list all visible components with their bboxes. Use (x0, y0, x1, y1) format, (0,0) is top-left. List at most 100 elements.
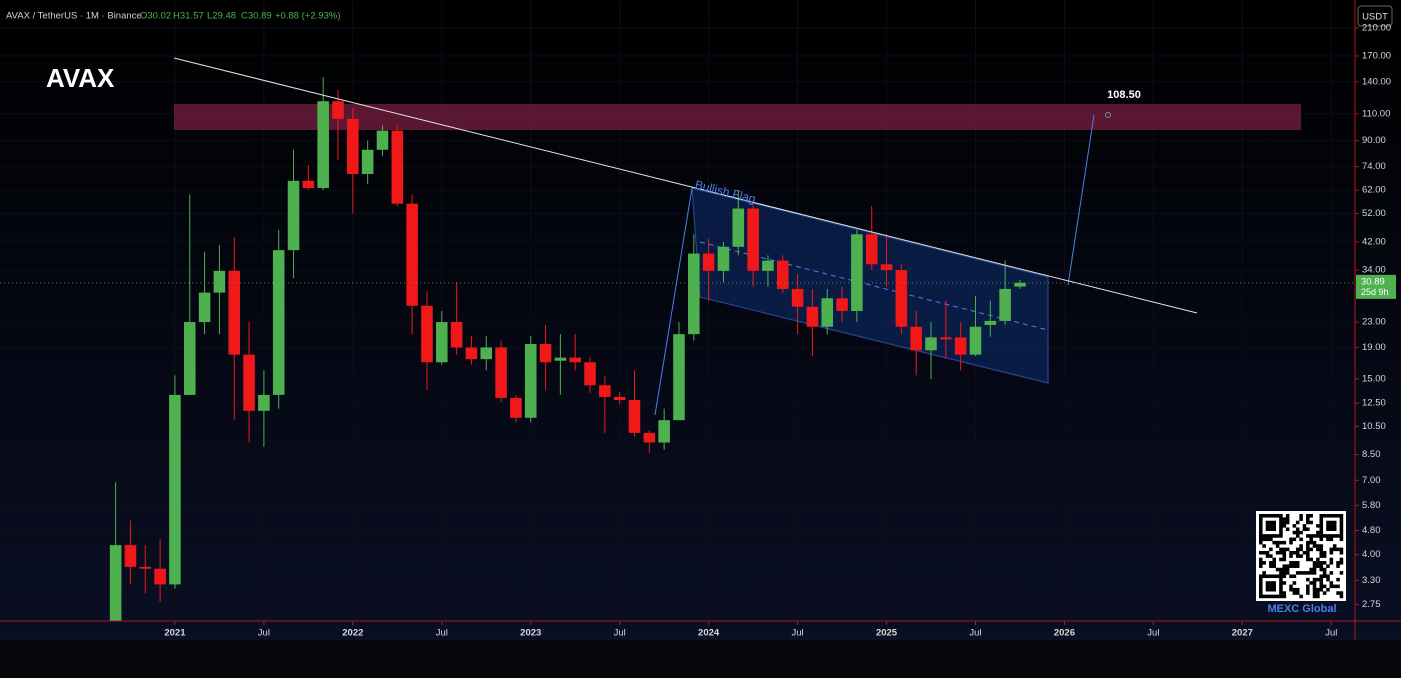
currency-button[interactable] (1357, 5, 1393, 27)
qr-module (1269, 527, 1273, 531)
qr-module (1285, 571, 1290, 575)
watermark: MEXC Global (1267, 603, 1336, 615)
candle-body (524, 344, 537, 418)
qr-module (1329, 547, 1334, 552)
qr-module (1319, 577, 1324, 582)
bottom-strip (0, 640, 1401, 678)
qr-module (1279, 550, 1283, 555)
qr-module (1262, 561, 1266, 565)
qr-module (1339, 571, 1344, 575)
qr-module (1329, 514, 1334, 518)
qr-module (1282, 571, 1287, 575)
qr-module (1316, 587, 1320, 592)
qr-module (1259, 584, 1263, 589)
qr-module (1329, 561, 1334, 565)
qr-module (1282, 564, 1287, 568)
qr-module (1269, 594, 1273, 599)
qr-module (1265, 584, 1270, 589)
qr-module (1326, 574, 1330, 579)
qr-module (1326, 514, 1330, 518)
qr-module (1292, 591, 1297, 595)
resistance-zone (174, 104, 1301, 130)
y-tick-label: 4.80 (1362, 525, 1381, 536)
qr-module (1329, 537, 1334, 542)
candle-body (851, 234, 863, 311)
candle-body (480, 347, 493, 360)
qr-module (1262, 550, 1266, 555)
last-price-box (1356, 274, 1396, 299)
y-tick-label: 8.50 (1362, 449, 1381, 460)
qr-module (1259, 520, 1263, 525)
candle-body (821, 298, 834, 327)
qr-module (1289, 584, 1293, 589)
qr-module (1306, 527, 1310, 531)
last-price-label: 30.89 (1361, 276, 1385, 287)
qr-module (1312, 594, 1317, 599)
qr-module (1279, 520, 1283, 525)
qr-module (1265, 554, 1270, 558)
y-tick-label: 74.00 (1362, 161, 1386, 172)
candle-body (702, 253, 715, 271)
y-tick-label: 19.00 (1362, 342, 1386, 353)
qr-module (1292, 587, 1297, 592)
qr-module (1259, 587, 1263, 592)
currency[interactable]: USDT (1362, 12, 1388, 23)
qr-module (1295, 571, 1300, 575)
qr-module (1259, 524, 1263, 528)
qr-module (1285, 567, 1290, 572)
candle-body (287, 180, 300, 251)
qr-module (1292, 524, 1297, 528)
candle-body (940, 337, 952, 340)
candle-body (436, 322, 448, 363)
qr-module (1279, 577, 1283, 582)
qr-module (1336, 514, 1340, 518)
target-point (1105, 112, 1111, 118)
candle-body (302, 180, 315, 189)
qr-module (1279, 574, 1283, 579)
candle-body (628, 400, 641, 433)
candle-body (865, 234, 878, 265)
qr-code (1256, 511, 1346, 601)
qr-module (1339, 537, 1344, 542)
qr-module (1269, 520, 1273, 525)
qr-module (1329, 581, 1334, 585)
qr-module (1269, 581, 1273, 585)
qr-module (1282, 574, 1287, 579)
qr-module (1265, 514, 1270, 518)
qr-module (1262, 544, 1266, 548)
qr-module (1282, 547, 1287, 552)
qr-module (1329, 527, 1334, 531)
qr-module (1295, 534, 1300, 538)
qr-module (1292, 537, 1297, 542)
qr-module (1272, 514, 1276, 518)
candle-body (969, 326, 982, 355)
qr-module (1285, 514, 1290, 518)
qr-module (1259, 577, 1263, 582)
qr-module (1326, 534, 1330, 538)
qr-module (1316, 544, 1320, 548)
qr-module (1279, 534, 1283, 538)
candle-body (717, 246, 730, 271)
qr-module (1272, 527, 1276, 531)
qr-module (1292, 530, 1297, 535)
candle-body (213, 270, 226, 293)
qr-module (1269, 534, 1273, 538)
qr-module (1275, 544, 1280, 548)
qr-module (1289, 564, 1293, 568)
qr-module (1312, 544, 1317, 548)
qr-module (1275, 514, 1280, 518)
qr-module (1336, 577, 1340, 582)
qr-module (1309, 540, 1313, 545)
y-tick-label: 3.30 (1362, 575, 1381, 586)
qr-module (1269, 524, 1273, 528)
qr-module (1339, 561, 1344, 565)
qr-module (1322, 534, 1327, 538)
qr-module (1259, 581, 1263, 585)
x-tick-label: Jul (1147, 628, 1159, 639)
qr-module (1275, 567, 1280, 572)
qr-module (1332, 544, 1337, 548)
qr-module (1259, 561, 1263, 565)
candle-body (554, 357, 567, 361)
qr-module (1322, 550, 1327, 555)
y-tick-label: 42.00 (1362, 236, 1386, 247)
